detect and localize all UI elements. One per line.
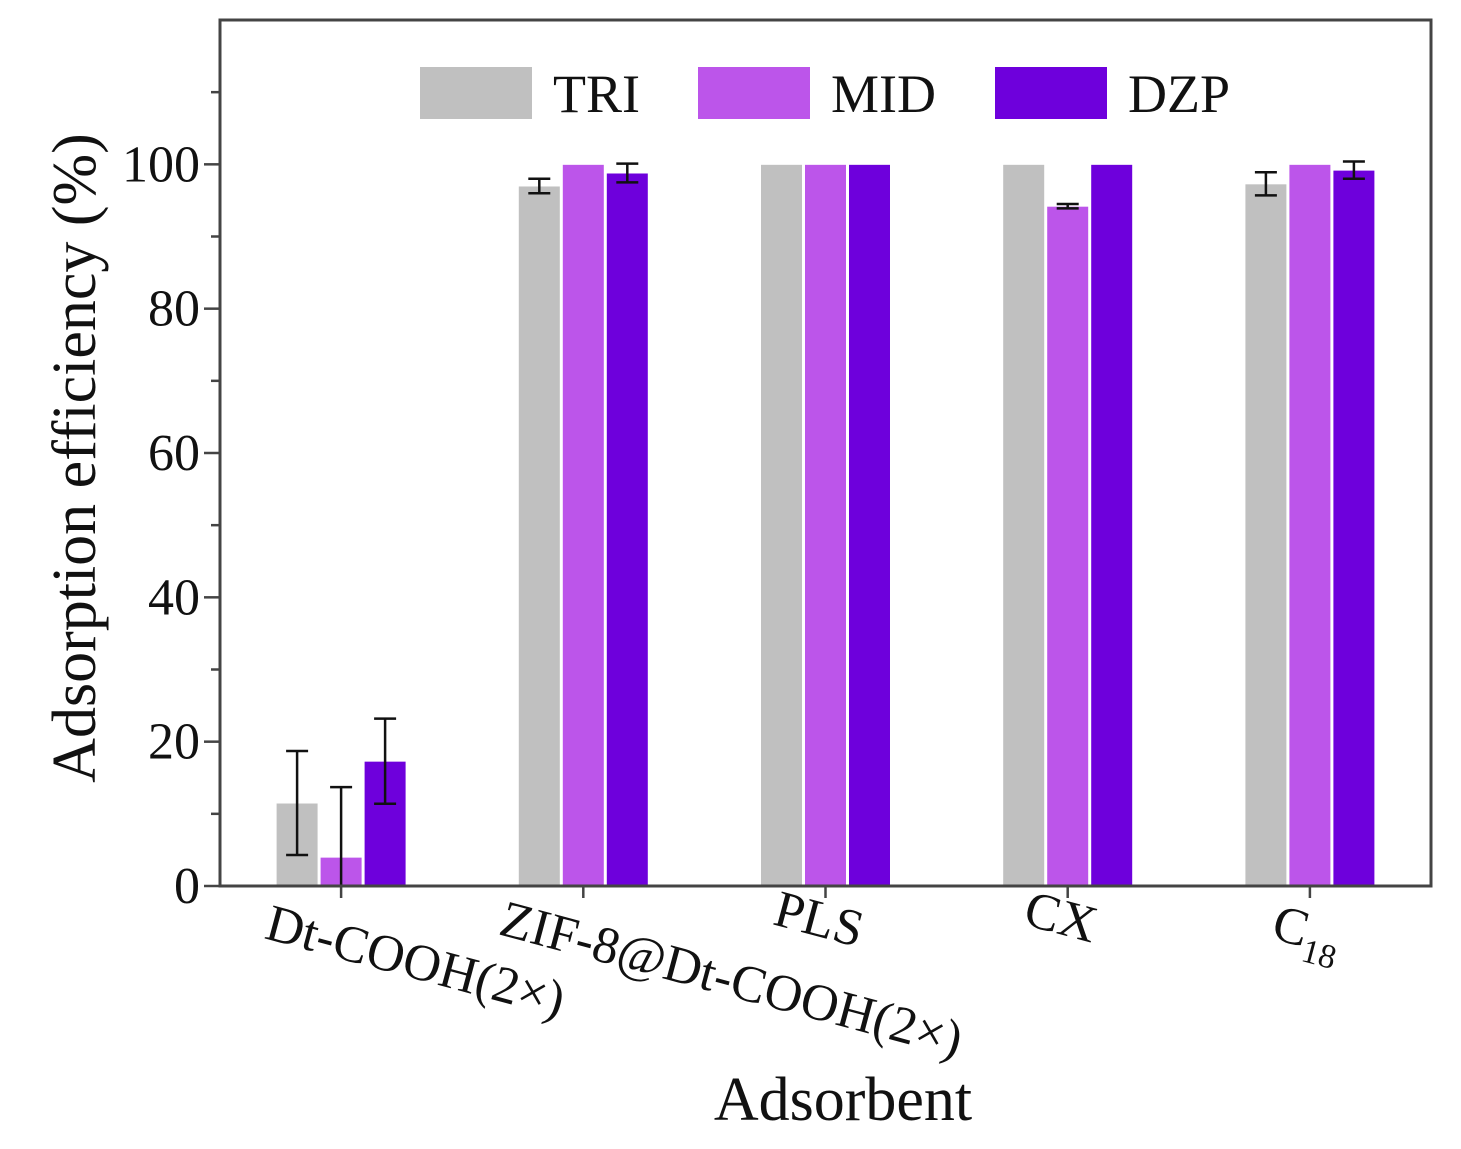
legend-item-tri: TRI [420,64,640,124]
legend-label-dzp: DZP [1128,64,1230,124]
bar-dzp-pls [848,163,891,887]
error-bar-tri-c18 [1254,171,1277,197]
bars-layer [275,163,1376,887]
x-category-label-cx: CX [1019,881,1104,955]
legend-swatch-dzp [995,67,1107,119]
y-tick-label: 40 [148,569,200,626]
bar-tri-zif-8-dt-cooh-2 [517,185,561,887]
y-tick-label: 0 [174,858,200,915]
bar-mid-c18 [1288,163,1332,887]
y-tick-label: 20 [148,714,200,771]
x-axis-title: Adsorbent [714,1066,972,1134]
bar-tri-cx [1002,163,1046,887]
legend-swatch-tri [420,67,532,119]
error-bar-mid-dt-cooh-2 [330,785,353,886]
bar-dzp-zif-8-dt-cooh-2 [605,172,649,887]
error-bar-mid-cx [1056,202,1079,210]
legend-swatch-mid [698,67,810,119]
bar-dzp-cx [1090,163,1134,887]
y-tick-label: 100 [122,136,200,193]
bar-tri-pls [760,163,803,887]
y-tick-label: 80 [148,281,200,338]
legend-label-mid: MID [831,64,936,124]
error-bar-dzp-dt-cooh-2 [374,717,397,805]
legend-item-mid: MID [698,64,936,124]
error-bars-layer [286,160,1365,886]
legend-label-tri: TRI [553,64,640,124]
bar-mid-pls [804,163,847,887]
legend-item-dzp: DZP [995,64,1230,124]
error-bar-tri-dt-cooh-2 [286,749,309,857]
bar-mid-cx [1046,205,1090,887]
x-category-label-pls: PLS [768,881,869,959]
y-axis-title: Adsorption efficiency (%) [41,133,109,783]
error-bar-dzp-c18 [1342,160,1365,181]
y-tick-label: 60 [148,425,200,482]
error-bar-tri-zif-8-dt-cooh-2 [528,177,551,195]
bar-tri-c18 [1244,183,1288,887]
bar-dzp-c18 [1332,169,1376,887]
bar-mid-zif-8-dt-cooh-2 [561,163,605,887]
x-axis: Dt-COOH(2×)ZIF-8@Dt-COOH(2×)PLS CX C18 [260,881,1348,1069]
legend: TRI MID DZP [420,64,1230,124]
error-bar-dzp-zif-8-dt-cooh-2 [616,162,639,184]
y-axis: 0 20 40 60 80 100 [122,90,220,915]
x-category-label-c18: C18 [1264,895,1348,977]
